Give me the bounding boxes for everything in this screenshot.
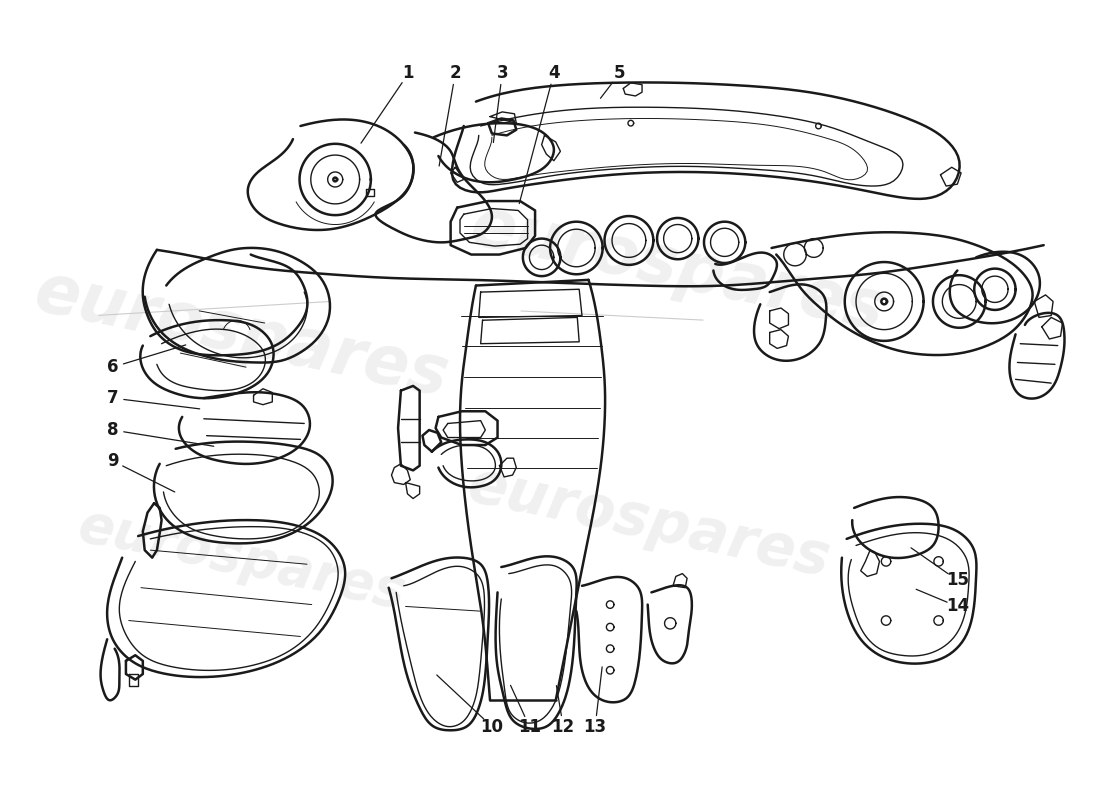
Text: eurospares: eurospares — [73, 499, 410, 620]
Text: 15: 15 — [946, 571, 969, 589]
Text: 1: 1 — [403, 65, 414, 82]
Text: 9: 9 — [107, 452, 119, 470]
Text: 10: 10 — [481, 718, 504, 735]
Text: eurospares: eurospares — [465, 193, 891, 345]
Text: 13: 13 — [584, 718, 607, 735]
Text: 4: 4 — [548, 65, 560, 82]
Text: 8: 8 — [107, 421, 119, 439]
Text: 6: 6 — [107, 358, 119, 376]
Text: 2: 2 — [450, 65, 461, 82]
Text: eurospares: eurospares — [463, 456, 836, 588]
Text: 11: 11 — [518, 718, 541, 735]
Text: eurospares: eurospares — [29, 258, 454, 410]
Text: 7: 7 — [107, 389, 119, 407]
Text: 3: 3 — [496, 65, 508, 82]
Text: 5: 5 — [614, 65, 625, 82]
Text: 12: 12 — [552, 718, 575, 735]
Text: 14: 14 — [946, 598, 969, 615]
